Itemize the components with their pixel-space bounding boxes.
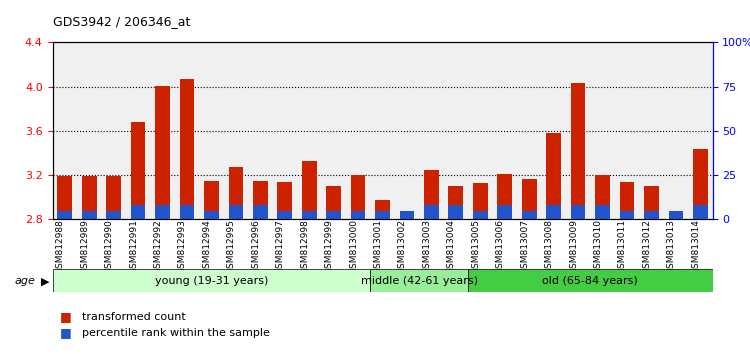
Text: GSM812988: GSM812988 (56, 219, 64, 274)
Bar (473, 183, 488, 219)
Text: GSM813002: GSM813002 (398, 219, 407, 274)
Bar (596, 175, 610, 219)
Text: GSM812991: GSM812991 (129, 219, 138, 274)
Bar (229, 167, 243, 219)
Bar (400, 211, 414, 219)
Text: young (19-31 years): young (19-31 years) (154, 275, 268, 286)
FancyBboxPatch shape (53, 269, 370, 292)
Bar (204, 181, 219, 219)
Text: GSM813011: GSM813011 (618, 219, 627, 274)
Bar (644, 186, 658, 219)
Bar (571, 84, 586, 219)
Bar (326, 211, 341, 219)
Text: GSM812992: GSM812992 (154, 219, 163, 274)
Bar (326, 186, 341, 219)
Bar (424, 170, 439, 219)
Bar (620, 211, 634, 219)
Bar (130, 205, 146, 219)
Bar (278, 182, 292, 219)
Bar (375, 211, 390, 219)
Text: GSM813006: GSM813006 (496, 219, 505, 274)
Text: GDS3942 / 206346_at: GDS3942 / 206346_at (53, 15, 190, 28)
Bar (693, 149, 707, 219)
Text: ▶: ▶ (41, 276, 50, 286)
Bar (58, 176, 72, 219)
Text: middle (42-61 years): middle (42-61 years) (361, 275, 478, 286)
Bar (302, 211, 316, 219)
Text: GSM812997: GSM812997 (276, 219, 285, 274)
Text: GSM812996: GSM812996 (251, 219, 260, 274)
Text: old (65-84 years): old (65-84 years) (542, 275, 638, 286)
Bar (644, 211, 658, 219)
Text: GSM813003: GSM813003 (422, 219, 431, 274)
Bar (497, 205, 512, 219)
Bar (448, 205, 464, 219)
Text: GSM812994: GSM812994 (202, 219, 211, 274)
Text: ■: ■ (60, 326, 72, 339)
Bar (229, 205, 243, 219)
Bar (522, 211, 536, 219)
Bar (596, 205, 610, 219)
Text: GSM813008: GSM813008 (544, 219, 554, 274)
Text: GSM813005: GSM813005 (471, 219, 480, 274)
Bar (179, 205, 194, 219)
Text: GSM812998: GSM812998 (300, 219, 309, 274)
Bar (253, 181, 268, 219)
Text: GSM813004: GSM813004 (447, 219, 456, 274)
Bar (278, 211, 292, 219)
Bar (546, 205, 561, 219)
Text: GSM812999: GSM812999 (325, 219, 334, 274)
Bar (497, 174, 512, 219)
Text: GSM813001: GSM813001 (374, 219, 382, 274)
Text: GSM813000: GSM813000 (349, 219, 358, 274)
Bar (522, 178, 536, 219)
Text: GSM812989: GSM812989 (80, 219, 89, 274)
Bar (130, 122, 146, 219)
Text: GSM813009: GSM813009 (569, 219, 578, 274)
Text: GSM812993: GSM812993 (178, 219, 187, 274)
Bar (546, 133, 561, 219)
Bar (351, 211, 365, 219)
Bar (58, 211, 72, 219)
Bar (620, 182, 634, 219)
FancyBboxPatch shape (370, 269, 468, 292)
Bar (82, 211, 97, 219)
Text: GSM813010: GSM813010 (593, 219, 602, 274)
Text: GSM813014: GSM813014 (692, 219, 700, 274)
Text: GSM813012: GSM813012 (643, 219, 652, 274)
Bar (106, 176, 121, 219)
Bar (155, 205, 170, 219)
Text: GSM812990: GSM812990 (104, 219, 113, 274)
Text: ■: ■ (60, 310, 72, 323)
Bar (473, 211, 488, 219)
Bar (571, 205, 586, 219)
Bar (204, 211, 219, 219)
FancyBboxPatch shape (468, 269, 712, 292)
Bar (693, 205, 707, 219)
Text: percentile rank within the sample: percentile rank within the sample (82, 328, 270, 338)
Text: GSM813013: GSM813013 (667, 219, 676, 274)
Bar (668, 212, 683, 219)
Bar (253, 205, 268, 219)
Bar (82, 176, 97, 219)
Bar (106, 211, 121, 219)
Bar (448, 186, 464, 219)
Text: age: age (15, 276, 36, 286)
Bar (302, 161, 316, 219)
Text: transformed count: transformed count (82, 312, 186, 322)
Bar (375, 200, 390, 219)
Bar (351, 175, 365, 219)
Bar (668, 211, 683, 219)
Bar (400, 212, 414, 219)
Text: GSM813007: GSM813007 (520, 219, 530, 274)
Text: GSM812995: GSM812995 (226, 219, 236, 274)
Bar (155, 86, 170, 219)
Bar (424, 205, 439, 219)
Bar (179, 79, 194, 219)
